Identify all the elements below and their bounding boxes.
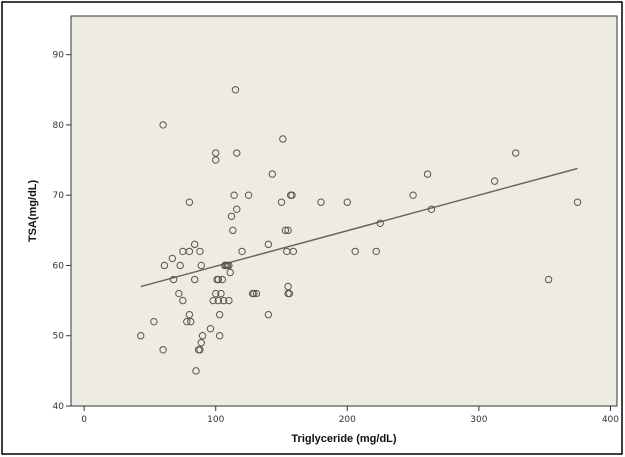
data-point bbox=[544, 275, 553, 284]
data-point bbox=[217, 289, 225, 298]
data-point bbox=[212, 149, 220, 157]
data-point bbox=[376, 219, 384, 227]
data-point bbox=[351, 247, 359, 256]
data-point bbox=[289, 247, 298, 256]
data-point bbox=[231, 86, 240, 94]
data-point bbox=[187, 317, 195, 326]
data-point bbox=[490, 177, 499, 185]
data-point bbox=[212, 156, 220, 164]
data-point bbox=[227, 212, 236, 220]
data-point bbox=[183, 317, 191, 326]
x-tick-label: 0 bbox=[81, 415, 87, 425]
data-point bbox=[284, 226, 292, 235]
data-point bbox=[288, 191, 296, 199]
data-point bbox=[219, 296, 228, 305]
data-point bbox=[409, 191, 417, 199]
data-point bbox=[233, 205, 241, 213]
data-point bbox=[317, 198, 325, 206]
data-point bbox=[185, 247, 194, 256]
data-point bbox=[281, 226, 290, 235]
y-tick-label: 90 bbox=[53, 51, 65, 61]
plot-area bbox=[70, 15, 618, 407]
data-point bbox=[159, 121, 167, 129]
y-axis-title: TSA(mg/dL) bbox=[27, 180, 39, 243]
data-point bbox=[179, 296, 187, 305]
data-point bbox=[215, 332, 224, 340]
regression-line bbox=[140, 167, 578, 288]
data-point bbox=[225, 296, 233, 305]
y-tick-label: 40 bbox=[53, 402, 65, 412]
data-point bbox=[238, 247, 246, 256]
data-point bbox=[206, 325, 215, 333]
data-point bbox=[175, 289, 183, 298]
x-tick-label: 400 bbox=[602, 415, 619, 425]
data-point bbox=[264, 310, 273, 319]
x-tick-label: 100 bbox=[207, 415, 224, 425]
data-point bbox=[190, 275, 199, 284]
x-axis-title: Triglyceride (mg/dL) bbox=[291, 433, 396, 445]
data-point bbox=[214, 275, 223, 284]
data-point bbox=[233, 149, 241, 157]
data-point bbox=[226, 268, 234, 277]
data-point bbox=[284, 282, 292, 291]
data-point bbox=[264, 240, 273, 249]
y-tick-label: 70 bbox=[53, 191, 65, 201]
data-point bbox=[427, 205, 436, 213]
data-point bbox=[192, 367, 200, 375]
data-point bbox=[250, 289, 258, 298]
data-point bbox=[244, 191, 253, 199]
data-points bbox=[137, 86, 582, 375]
y-tick-label: 80 bbox=[53, 121, 65, 131]
data-point bbox=[196, 247, 204, 256]
data-point bbox=[252, 289, 261, 298]
data-point bbox=[225, 261, 233, 270]
data-point bbox=[372, 247, 380, 256]
data-point bbox=[150, 317, 158, 326]
data-point bbox=[277, 198, 286, 206]
data-point bbox=[197, 339, 205, 347]
data-point bbox=[285, 289, 294, 298]
data-point bbox=[573, 198, 582, 206]
y-tick-label: 50 bbox=[53, 332, 65, 342]
x-tick-label: 300 bbox=[470, 415, 487, 425]
data-point bbox=[159, 346, 167, 354]
data-point bbox=[212, 289, 220, 298]
data-point bbox=[168, 254, 177, 263]
data-point bbox=[343, 198, 351, 206]
data-point bbox=[185, 310, 194, 319]
data-point bbox=[197, 261, 205, 270]
data-point bbox=[268, 170, 276, 178]
x-tick-label: 200 bbox=[339, 415, 356, 425]
data-point bbox=[511, 149, 520, 157]
data-point bbox=[198, 332, 207, 340]
data-point bbox=[230, 191, 238, 199]
data-point bbox=[218, 275, 227, 284]
data-point bbox=[160, 261, 169, 270]
data-point bbox=[176, 261, 184, 270]
y-axis: 40 50 60 70 80 90 bbox=[53, 51, 71, 412]
data-point bbox=[190, 240, 199, 249]
y-tick-label: 60 bbox=[53, 261, 65, 271]
x-axis: 0 100 200 300 400 bbox=[81, 406, 619, 425]
data-point bbox=[423, 170, 432, 178]
data-point bbox=[214, 296, 223, 305]
data-point bbox=[185, 198, 194, 206]
data-point bbox=[279, 135, 287, 143]
data-point bbox=[137, 332, 145, 340]
data-point bbox=[169, 275, 178, 284]
data-point bbox=[209, 296, 217, 305]
data-point bbox=[196, 346, 204, 354]
data-point bbox=[215, 310, 224, 319]
data-point bbox=[229, 226, 237, 235]
